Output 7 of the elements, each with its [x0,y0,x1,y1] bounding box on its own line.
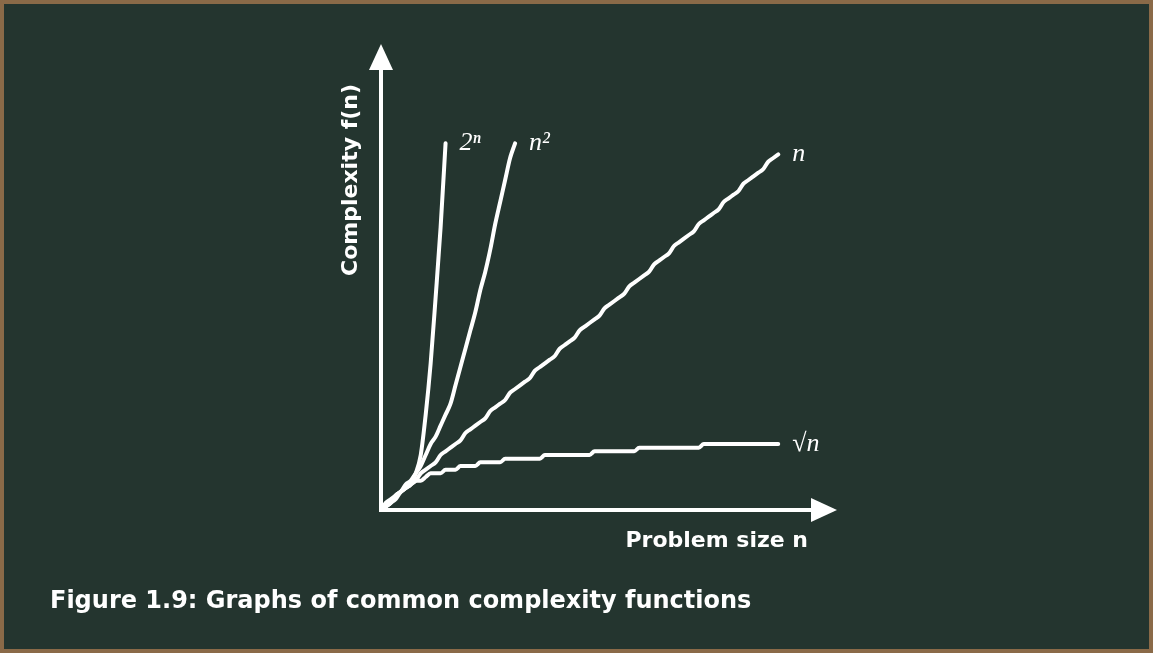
series-label: 2ⁿ [459,127,482,157]
y-axis-title: Complexity f(n) [336,84,362,276]
series-label: n² [529,127,552,157]
caption: Figure 1.9: Graphs of common complexity functions [50,586,752,615]
series-label: √n [792,427,820,457]
x-axis-title: Problem size n [625,526,808,552]
series-label: n [792,138,806,168]
